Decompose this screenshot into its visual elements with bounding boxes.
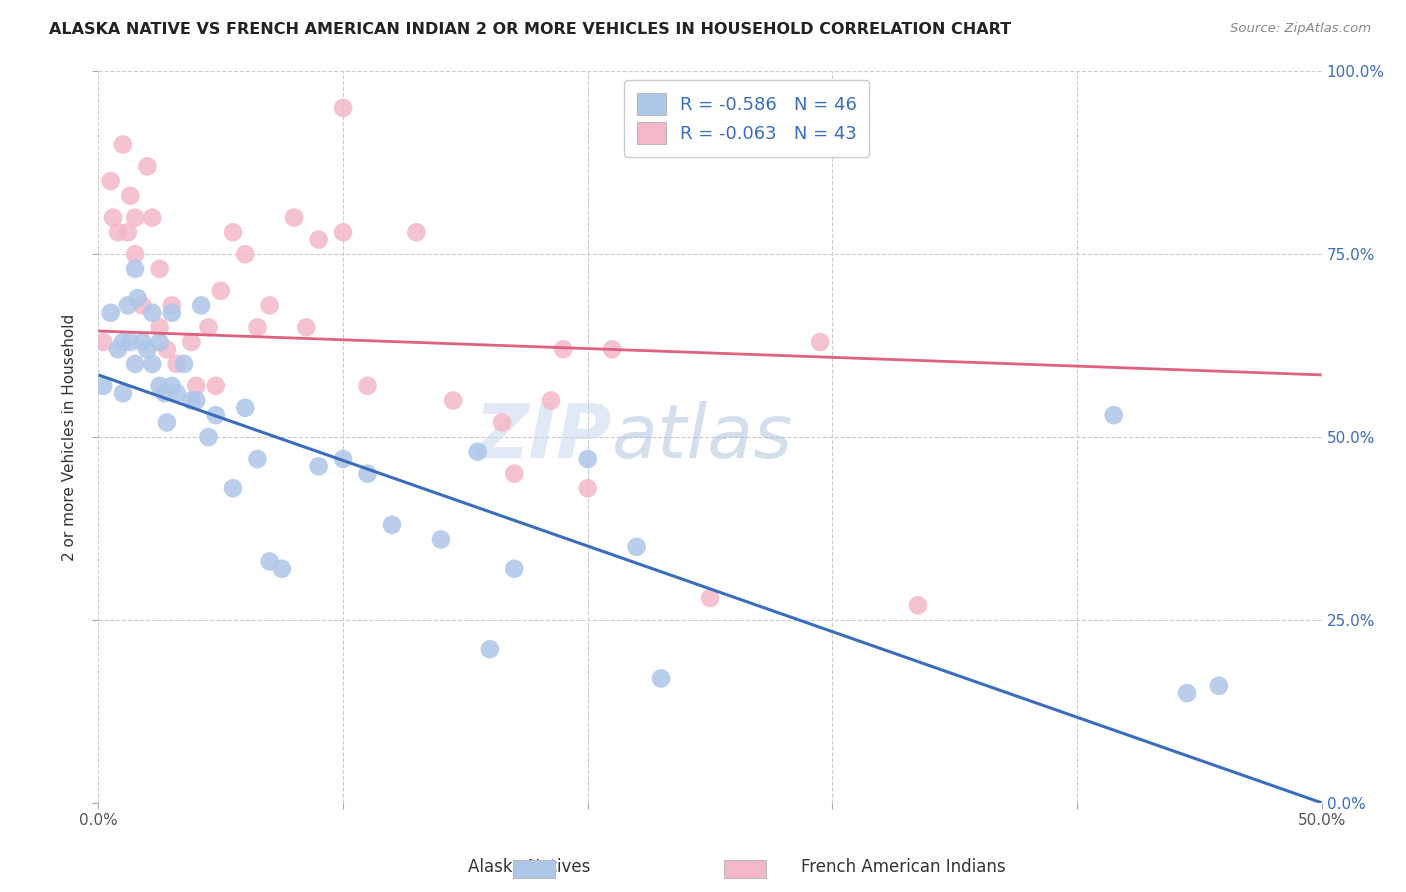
Point	[124, 357, 146, 371]
Point	[180, 393, 202, 408]
Point	[107, 225, 129, 239]
Point	[111, 137, 134, 152]
Point	[907, 599, 929, 613]
Text: French American Indians: French American Indians	[801, 858, 1007, 876]
Point	[153, 386, 176, 401]
Point	[91, 334, 114, 349]
Point	[478, 642, 501, 657]
Point	[540, 393, 562, 408]
Point	[332, 101, 354, 115]
Point	[149, 334, 172, 349]
Point	[107, 343, 129, 357]
Point	[120, 188, 142, 202]
Point	[209, 284, 232, 298]
Point	[270, 562, 294, 576]
Point	[197, 320, 219, 334]
Point	[156, 416, 179, 430]
Point	[117, 298, 139, 312]
Point	[149, 261, 172, 276]
Text: Source: ZipAtlas.com: Source: ZipAtlas.com	[1230, 22, 1371, 36]
Point	[295, 320, 318, 334]
Point	[100, 306, 122, 320]
Point	[259, 554, 281, 568]
Point	[197, 430, 219, 444]
Point	[136, 343, 159, 357]
Point	[156, 343, 179, 357]
Point	[441, 393, 464, 408]
Point	[124, 261, 146, 276]
Point	[149, 379, 172, 393]
Point	[205, 408, 228, 422]
Point	[124, 247, 146, 261]
Point	[186, 393, 208, 408]
Point	[166, 386, 188, 401]
Point	[127, 291, 149, 305]
Text: ZIP: ZIP	[475, 401, 612, 474]
Legend: R = -0.586   N = 46, R = -0.063   N = 43: R = -0.586 N = 46, R = -0.063 N = 43	[624, 80, 869, 157]
Point	[166, 357, 188, 371]
Point	[173, 357, 195, 371]
Point	[111, 334, 134, 349]
Point	[131, 298, 153, 312]
Point	[626, 540, 648, 554]
Point	[332, 452, 354, 467]
Point	[149, 320, 172, 334]
Point	[205, 379, 228, 393]
Point	[180, 334, 202, 349]
Point	[117, 225, 139, 239]
Point	[111, 386, 134, 401]
Point	[186, 379, 208, 393]
Point	[503, 467, 526, 481]
Point	[283, 211, 305, 225]
Point	[308, 459, 330, 474]
Point	[699, 591, 721, 605]
Point	[259, 298, 281, 312]
Text: atlas: atlas	[612, 401, 793, 473]
Point	[600, 343, 623, 357]
Text: Alaska Natives: Alaska Natives	[468, 858, 591, 876]
Point	[91, 379, 114, 393]
Point	[650, 672, 672, 686]
Point	[405, 225, 427, 239]
Point	[124, 211, 146, 225]
Point	[141, 211, 163, 225]
Point	[246, 320, 269, 334]
Point	[553, 343, 575, 357]
Point	[1175, 686, 1198, 700]
Y-axis label: 2 or more Vehicles in Household: 2 or more Vehicles in Household	[62, 313, 77, 561]
Point	[160, 298, 183, 312]
Point	[356, 379, 378, 393]
Point	[160, 379, 183, 393]
Point	[467, 444, 489, 458]
Point	[503, 562, 526, 576]
Point	[576, 452, 599, 467]
Point	[233, 247, 256, 261]
Point	[491, 416, 513, 430]
Point	[381, 517, 404, 532]
Point	[136, 160, 159, 174]
Point	[332, 225, 354, 239]
Point	[222, 481, 245, 495]
Point	[222, 225, 245, 239]
Point	[120, 334, 142, 349]
Point	[246, 452, 269, 467]
Point	[308, 233, 330, 247]
Point	[100, 174, 122, 188]
Point	[356, 467, 378, 481]
Point	[131, 334, 153, 349]
Point	[190, 298, 212, 312]
Point	[576, 481, 599, 495]
Point	[141, 306, 163, 320]
Point	[141, 357, 163, 371]
Point	[430, 533, 453, 547]
Point	[160, 306, 183, 320]
Point	[808, 334, 831, 349]
Point	[1208, 679, 1230, 693]
Point	[101, 211, 124, 225]
Point	[233, 401, 256, 415]
Text: ALASKA NATIVE VS FRENCH AMERICAN INDIAN 2 OR MORE VEHICLES IN HOUSEHOLD CORRELAT: ALASKA NATIVE VS FRENCH AMERICAN INDIAN …	[49, 22, 1011, 37]
Point	[1102, 408, 1125, 422]
